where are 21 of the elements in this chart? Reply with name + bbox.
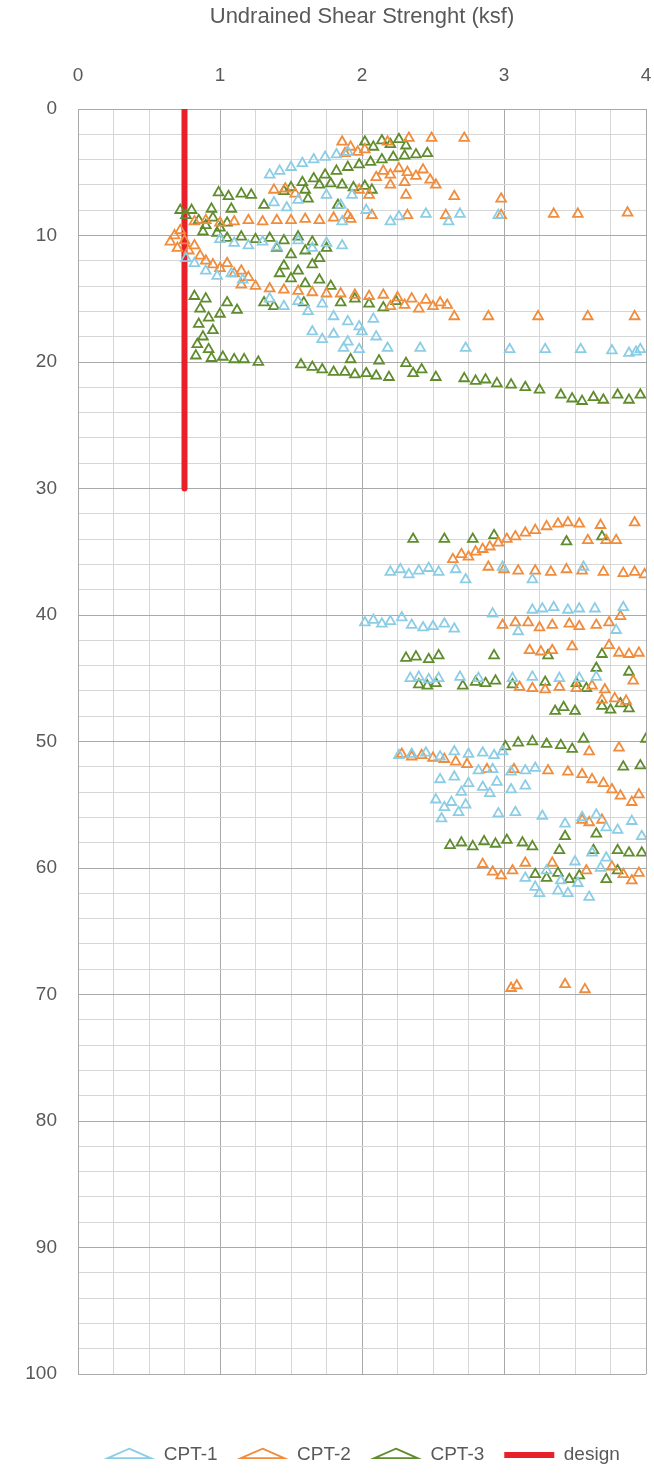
y-tick-label: 70 xyxy=(35,982,57,1004)
legend-label: design xyxy=(563,1443,620,1465)
y-tick-label: 50 xyxy=(35,729,57,751)
y-tick-label: 20 xyxy=(35,350,57,372)
x-tick-label: 1 xyxy=(214,63,226,85)
y-tick-label: 30 xyxy=(35,476,57,498)
x-axis-title: Undrained Shear Strenght (ksf) xyxy=(209,3,515,29)
legend-label: CPT-3 xyxy=(430,1443,485,1465)
x-tick-label: 0 xyxy=(72,63,84,85)
legend-label: CPT-2 xyxy=(297,1443,351,1465)
y-tick-label: 60 xyxy=(35,856,57,878)
legend-label: CPT-1 xyxy=(163,1443,218,1465)
y-tick-label: 100 xyxy=(25,1362,57,1384)
y-tick-label: 0 xyxy=(46,97,57,119)
y-tick-label: 10 xyxy=(35,223,57,245)
x-tick-label: 2 xyxy=(356,63,368,85)
y-tick-label: 90 xyxy=(35,1235,57,1257)
x-tick-label: 4 xyxy=(640,63,652,85)
y-tick-label: 80 xyxy=(35,1109,57,1131)
x-tick-label: 3 xyxy=(498,63,510,85)
y-tick-label: 40 xyxy=(35,603,57,625)
